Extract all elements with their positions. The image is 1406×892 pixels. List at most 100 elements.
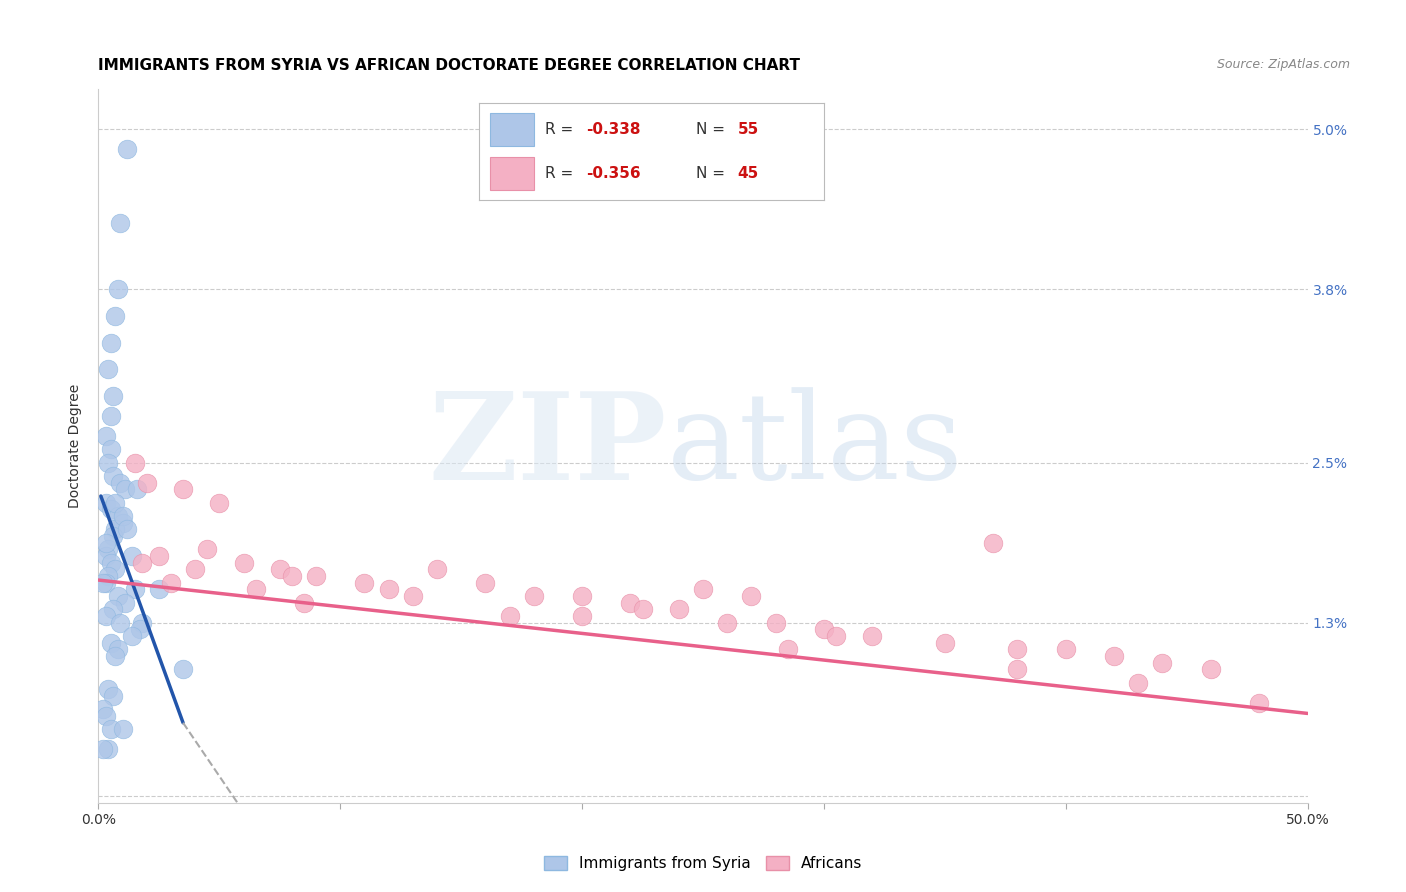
- Point: [117, 142, 139, 156]
- Point: [107, 642, 129, 657]
- Point: [813, 623, 835, 637]
- Point: [97, 542, 120, 557]
- Point: [1199, 662, 1222, 676]
- Point: [148, 582, 170, 597]
- Point: [1102, 649, 1125, 664]
- Point: [121, 549, 143, 563]
- Point: [101, 469, 124, 483]
- Point: [172, 662, 194, 676]
- Point: [1007, 642, 1029, 657]
- Point: [114, 483, 136, 497]
- Point: [97, 362, 120, 376]
- Point: [94, 535, 117, 549]
- Point: [111, 516, 134, 530]
- Point: [377, 582, 399, 597]
- Point: [716, 615, 738, 630]
- Point: [104, 496, 127, 510]
- Point: [571, 589, 593, 603]
- Point: [91, 702, 114, 716]
- Point: [740, 589, 762, 603]
- Point: [127, 483, 149, 497]
- Point: [111, 723, 134, 737]
- Point: [91, 575, 114, 590]
- Text: Source: ZipAtlas.com: Source: ZipAtlas.com: [1216, 58, 1350, 71]
- Point: [825, 629, 848, 643]
- Legend: Immigrants from Syria, Africans: Immigrants from Syria, Africans: [537, 850, 869, 877]
- Point: [135, 475, 157, 490]
- Point: [232, 556, 254, 570]
- Point: [108, 216, 131, 230]
- Point: [208, 496, 231, 510]
- Point: [117, 522, 139, 536]
- Point: [108, 615, 131, 630]
- Point: [104, 649, 127, 664]
- Point: [94, 709, 117, 723]
- Point: [619, 596, 641, 610]
- Text: ZIP: ZIP: [429, 387, 666, 505]
- Point: [523, 589, 546, 603]
- Point: [160, 575, 183, 590]
- Point: [114, 596, 136, 610]
- Point: [474, 575, 496, 590]
- Point: [981, 535, 1004, 549]
- Point: [1007, 662, 1029, 676]
- Point: [97, 456, 120, 470]
- Point: [101, 602, 124, 616]
- Point: [124, 582, 146, 597]
- Point: [100, 723, 122, 737]
- Point: [91, 742, 114, 756]
- Point: [402, 589, 425, 603]
- Point: [104, 309, 127, 323]
- Point: [111, 509, 134, 524]
- Point: [860, 629, 883, 643]
- Point: [101, 689, 124, 703]
- Point: [100, 502, 122, 516]
- Point: [101, 529, 124, 543]
- Point: [100, 556, 122, 570]
- Point: [107, 589, 129, 603]
- Point: [97, 682, 120, 697]
- Point: [172, 483, 194, 497]
- Point: [1054, 642, 1077, 657]
- Point: [934, 636, 956, 650]
- Point: [94, 429, 117, 443]
- Point: [100, 636, 122, 650]
- Point: [94, 496, 117, 510]
- Point: [776, 642, 799, 657]
- Point: [124, 456, 146, 470]
- Point: [94, 575, 117, 590]
- Text: atlas: atlas: [666, 387, 963, 505]
- Point: [107, 509, 129, 524]
- Point: [765, 615, 787, 630]
- Point: [131, 556, 153, 570]
- Point: [305, 569, 328, 583]
- Point: [94, 549, 117, 563]
- Point: [100, 335, 122, 350]
- Point: [571, 609, 593, 624]
- Point: [100, 442, 122, 457]
- Point: [692, 582, 714, 597]
- Point: [292, 596, 315, 610]
- Point: [101, 389, 124, 403]
- Point: [97, 569, 120, 583]
- Point: [498, 609, 520, 624]
- Point: [108, 475, 131, 490]
- Y-axis label: Doctorate Degree: Doctorate Degree: [69, 384, 83, 508]
- Point: [121, 629, 143, 643]
- Point: [353, 575, 375, 590]
- Text: IMMIGRANTS FROM SYRIA VS AFRICAN DOCTORATE DEGREE CORRELATION CHART: IMMIGRANTS FROM SYRIA VS AFRICAN DOCTORA…: [98, 58, 800, 73]
- Point: [148, 549, 170, 563]
- Point: [131, 615, 153, 630]
- Point: [104, 562, 127, 576]
- Point: [1152, 656, 1174, 670]
- Point: [245, 582, 267, 597]
- Point: [97, 742, 120, 756]
- Point: [668, 602, 690, 616]
- Point: [195, 542, 218, 557]
- Point: [184, 562, 207, 576]
- Point: [107, 282, 129, 296]
- Point: [426, 562, 449, 576]
- Point: [269, 562, 291, 576]
- Point: [281, 569, 304, 583]
- Point: [1249, 696, 1271, 710]
